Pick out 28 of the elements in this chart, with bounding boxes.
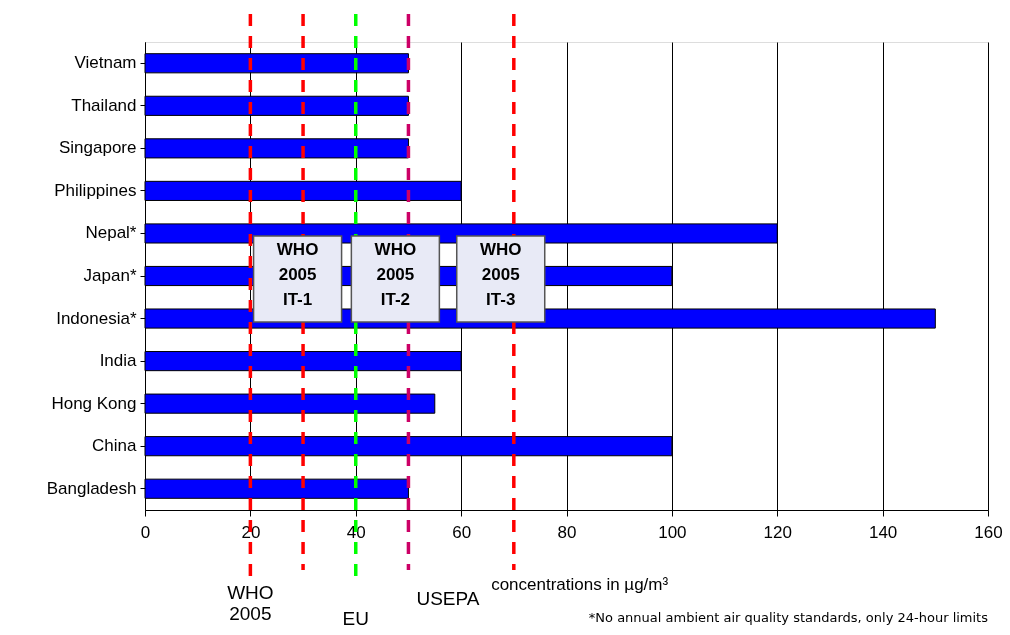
x-tick-label: 40 xyxy=(346,522,366,542)
y-tick-label: Vietnam xyxy=(74,53,137,73)
x-tick-label: 20 xyxy=(241,522,261,542)
y-tick-label: Philippines xyxy=(54,180,137,200)
y-tick-label: India xyxy=(99,351,138,371)
ref-line-label: EU xyxy=(342,608,369,629)
x-tick-label: 160 xyxy=(974,522,1003,542)
x-tick-label: 0 xyxy=(140,522,151,542)
y-tick-label: China xyxy=(92,436,138,456)
y-tick-label: Indonesia* xyxy=(56,308,137,328)
ref-line-label: USEPA xyxy=(416,588,480,609)
annotation: WHO 2005 IT-1 xyxy=(276,240,319,309)
x-tick-label: 120 xyxy=(763,522,792,542)
y-tick-label: Japan* xyxy=(83,266,137,285)
annotation: WHO 2005 IT-2 xyxy=(374,240,417,309)
y-tick-label: Nepal* xyxy=(85,223,137,243)
annotation: WHO 2005 IT-3 xyxy=(479,240,522,309)
ref-line-label: WHO 2005 xyxy=(227,582,274,624)
y-tick-label: Singapore xyxy=(58,138,137,158)
x-tick-label: 140 xyxy=(868,522,898,542)
x-tick-label: 80 xyxy=(557,522,577,542)
x-tick-label: 100 xyxy=(658,522,687,542)
y-tick-label: Bangladesh xyxy=(46,478,137,498)
x-axis-title: concentrations in µg/m³ xyxy=(491,574,669,594)
x-tick-label: 60 xyxy=(452,522,472,542)
y-tick-label: Hong Kong xyxy=(51,393,137,413)
text: *No annual ambient air quality standards, only 24-hour limits xyxy=(588,610,989,625)
y-tick-label: Thailand xyxy=(71,95,137,115)
